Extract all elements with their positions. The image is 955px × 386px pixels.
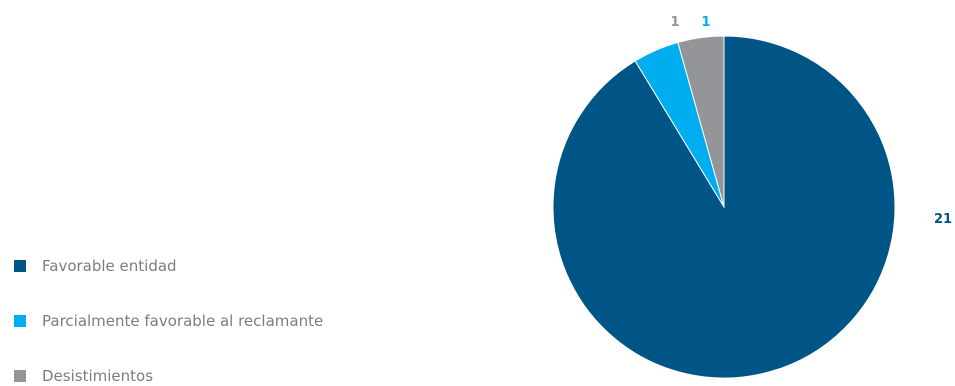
pie-slice-desistimientos <box>677 35 725 208</box>
data-label-parcialmente-favorable-al-reclamante: 1 <box>701 15 710 30</box>
legend-item-desistimientos: Desistimientos <box>14 366 323 386</box>
pie-slices <box>552 35 896 379</box>
legend-swatch-parcialmente-favorable <box>14 315 26 327</box>
legend-item-parcialmente-favorable: Parcialmente favorable al reclamante <box>14 311 323 331</box>
data-labels: 21 1 1 <box>670 15 952 227</box>
legend: Favorable entidad Parcialmente favorable… <box>14 256 323 386</box>
data-label-desistimientos: 1 <box>670 15 679 30</box>
legend-item-favorable-entidad: Favorable entidad <box>14 256 323 276</box>
legend-swatch-favorable-entidad <box>14 260 26 272</box>
legend-label-favorable-entidad: Favorable entidad <box>42 257 177 275</box>
legend-swatch-desistimientos <box>14 370 26 382</box>
legend-label-desistimientos: Desistimientos <box>42 367 154 385</box>
legend-label-parcialmente-favorable: Parcialmente favorable al reclamante <box>42 312 324 330</box>
data-label-favorable-entidad: 21 <box>934 212 952 227</box>
